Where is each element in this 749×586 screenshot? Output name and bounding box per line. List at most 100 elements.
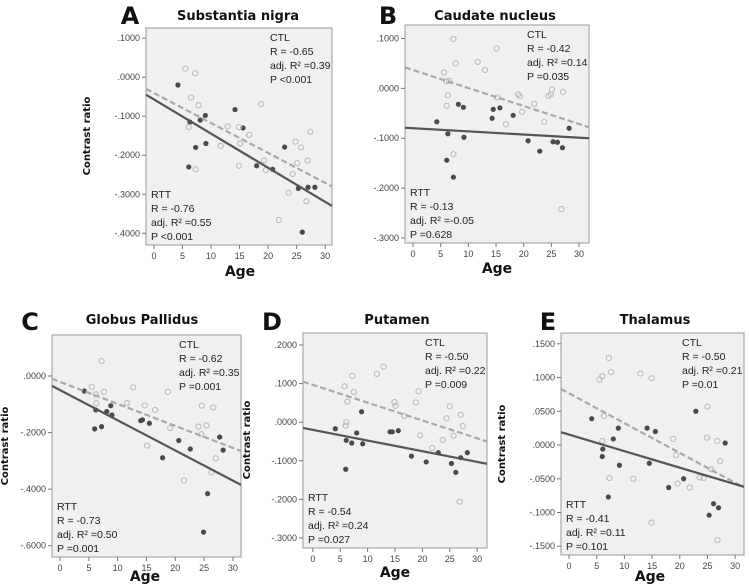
- ctl-point: [100, 388, 107, 395]
- rtt-stats-line: R = -0.13: [410, 201, 454, 213]
- ctl-point: [548, 86, 556, 93]
- ctl-stats-line: adj. R² =0.22: [425, 365, 486, 377]
- rtt-point: [616, 462, 623, 468]
- ctl-stats-line: P <0.001: [270, 74, 312, 86]
- ctl-point: [452, 60, 459, 67]
- plot-area: [302, 332, 488, 549]
- rtt-point: [600, 446, 606, 452]
- rtt-stats-line: RTT: [410, 187, 431, 199]
- rtt-point: [146, 420, 152, 426]
- rtt-point: [389, 429, 395, 435]
- ctl-point: [182, 65, 189, 72]
- ctl-point: [440, 69, 448, 76]
- rtt-point: [610, 436, 616, 442]
- ctl-stats-line: CTL: [270, 32, 290, 44]
- ctl-point: [342, 422, 349, 429]
- ctl-fit-line: [145, 87, 333, 188]
- x-tick-label: 25: [445, 554, 455, 564]
- rtt-point: [710, 501, 717, 507]
- rtt-point: [176, 437, 182, 444]
- x-tick-label: 30: [228, 563, 238, 573]
- ctl-point: [648, 375, 655, 382]
- ctl-point: [88, 383, 95, 390]
- ctl-point: [444, 92, 451, 99]
- ctl-point: [92, 391, 99, 398]
- x-tick-label: 5: [438, 249, 443, 259]
- x-tick-label: 5: [594, 561, 599, 571]
- ctl-stats-line: adj. R² =0.14: [527, 57, 588, 69]
- rtt-point: [453, 469, 459, 475]
- ctl-point: [474, 58, 481, 66]
- chart-title: Putamen: [364, 313, 429, 328]
- ctl-fit-line: [404, 66, 590, 129]
- ctl-point: [152, 406, 159, 414]
- ctl-stats-line: CTL: [682, 337, 702, 349]
- panel-letter: A: [121, 2, 140, 30]
- x-tick-label: 5: [338, 554, 343, 564]
- y-tick-label: .2000: [274, 340, 297, 350]
- x-tick-label: 0: [151, 251, 156, 261]
- x-tick-label: 5: [180, 251, 185, 261]
- y-tick-label: -.4000: [20, 484, 46, 494]
- ctl-stats-line: R = -0.50: [425, 351, 469, 363]
- y-tick-label: -.6000: [20, 541, 46, 551]
- x-tick-label: 15: [647, 561, 657, 571]
- rtt-point: [282, 144, 288, 150]
- rtt-point: [490, 106, 496, 112]
- x-tick-label: 25: [292, 251, 302, 261]
- ctl-point: [98, 357, 105, 365]
- ctl-point: [696, 474, 703, 481]
- y-tick-label: -.1500: [529, 541, 555, 551]
- y-tick-label: .0000: [376, 83, 399, 93]
- rtt-stats-line: RTT: [308, 492, 329, 504]
- ctl-point: [141, 402, 148, 409]
- rtt-stats-line: R = -0.41: [566, 513, 610, 525]
- ctl-point: [235, 124, 243, 131]
- ctl-point: [703, 434, 711, 441]
- rtt-point: [510, 112, 516, 118]
- rtt-point: [559, 145, 566, 151]
- rtt-point: [693, 408, 699, 414]
- rtt-point: [360, 441, 366, 447]
- y-tick-label: -.1000: [373, 133, 399, 143]
- rtt-stats-line: R = -0.73: [57, 515, 101, 527]
- ctl-point: [518, 108, 526, 115]
- y-axis-label: Contrast ratio: [242, 400, 253, 479]
- y-tick-label: .1000: [532, 373, 555, 383]
- ctl-point: [606, 474, 613, 482]
- ctl-point: [714, 437, 721, 445]
- plot-area: [560, 332, 745, 556]
- ctl-point: [349, 372, 356, 379]
- ctl-stats-line: R = -0.62: [179, 353, 223, 365]
- rtt-point: [408, 453, 415, 459]
- x-tick-label: 30: [320, 251, 330, 261]
- rtt-point: [666, 484, 672, 491]
- rtt-point: [497, 105, 503, 111]
- x-tick-label: 10: [463, 249, 473, 259]
- ctl-point: [195, 423, 202, 430]
- x-tick-label: 25: [546, 249, 556, 259]
- x-tick-label: 15: [491, 249, 501, 259]
- rtt-stats-line: P =0.027: [308, 534, 350, 546]
- ctl-point: [686, 484, 693, 491]
- y-tick-label: -.1000: [529, 507, 555, 517]
- x-tick-label: 10: [113, 563, 123, 573]
- x-tick-label: 15: [141, 563, 151, 573]
- rtt-stats-line: P <0.001: [151, 231, 193, 243]
- x-tick-label: 20: [417, 554, 427, 564]
- ctl-point: [167, 424, 174, 432]
- ctl-point: [704, 403, 711, 410]
- ctl-point: [531, 100, 538, 107]
- rtt-point: [204, 491, 211, 497]
- plot-area: [51, 334, 242, 558]
- x-tick-label: 20: [263, 251, 273, 261]
- ctl-fit-line: [51, 377, 242, 452]
- ctl-point: [237, 140, 244, 147]
- ctl-point: [443, 102, 450, 109]
- x-tick-label: 0: [411, 249, 416, 259]
- panel-c: C Globus Pallidus .0000 -.2000 -.4000 -.6000 0…: [0, 308, 242, 585]
- rtt-point: [681, 476, 687, 482]
- ctl-point: [180, 477, 188, 484]
- rtt-point: [395, 428, 401, 434]
- ctl-point: [481, 66, 489, 73]
